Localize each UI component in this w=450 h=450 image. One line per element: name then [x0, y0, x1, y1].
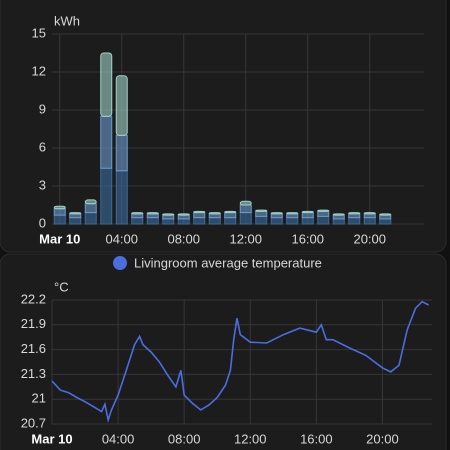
- bar-segment: [115, 170, 128, 225]
- bar-segment: [286, 212, 299, 215]
- bar-segment: [53, 208, 66, 216]
- bar-segment: [146, 213, 159, 219]
- x-tick-label: 04:00: [102, 431, 135, 446]
- bar-segment: [193, 217, 206, 225]
- bar-segment: [379, 214, 392, 220]
- bar-segment: [224, 217, 237, 225]
- legend-label: Livingroom average temperature: [134, 255, 322, 270]
- x-tick-label: 12:00: [229, 231, 262, 246]
- bar-segment: [131, 217, 144, 225]
- y-tick-label: 21.6: [21, 341, 46, 356]
- bar-segment: [286, 213, 299, 219]
- bar-segment: [69, 213, 82, 219]
- bar-segment: [53, 214, 66, 225]
- x-tick-label: 16:00: [291, 231, 324, 246]
- bar-segment: [224, 212, 237, 219]
- bar-segment: [239, 212, 252, 225]
- y-tick-label: 20.7: [21, 415, 46, 430]
- x-tick-label: Mar 10: [39, 231, 80, 246]
- bar-segment: [193, 210, 206, 214]
- bar-segment: [84, 203, 97, 214]
- bar-segment: [332, 214, 345, 220]
- bar-segment: [115, 134, 128, 172]
- bar-segment: [317, 210, 330, 217]
- bar-segment: [301, 217, 314, 225]
- y-tick-label: 6: [39, 139, 46, 154]
- unit-label: °C: [54, 279, 69, 294]
- bar-segment: [379, 218, 392, 225]
- bar-segment: [146, 212, 159, 215]
- x-tick-label: Mar 10: [31, 431, 72, 446]
- y-tick-label: 12: [32, 63, 46, 78]
- bar-segment: [131, 213, 144, 219]
- bar-segment: [317, 209, 330, 212]
- bar-segment: [53, 205, 66, 210]
- y-tick-label: 9: [39, 101, 46, 116]
- bar-segment: [100, 167, 113, 225]
- bar-segment: [162, 213, 175, 216]
- bar-segment: [363, 212, 376, 215]
- bar-segment: [84, 212, 97, 225]
- bar-segment: [224, 210, 237, 214]
- unit-label: kWh: [54, 13, 80, 28]
- bar-segment: [270, 212, 283, 215]
- y-tick-label: 3: [39, 177, 46, 192]
- bar-segment: [270, 213, 283, 219]
- bar-segment: [208, 213, 221, 219]
- bar-segment: [301, 210, 314, 214]
- bar-segment: [348, 212, 361, 215]
- y-tick-label: 21: [32, 391, 46, 406]
- bar-segment: [239, 200, 252, 206]
- y-tick-label: 21.9: [21, 316, 46, 331]
- x-tick-label: 12:00: [234, 431, 267, 446]
- bar-segment: [162, 218, 175, 225]
- bar-segment: [363, 217, 376, 225]
- legend-marker: [113, 256, 127, 270]
- bar-segment: [317, 215, 330, 225]
- y-tick-label: 0: [39, 215, 46, 230]
- bar-segment: [270, 217, 283, 225]
- bar-segment: [69, 212, 82, 215]
- x-tick-label: 20:00: [366, 431, 399, 446]
- bar-segment: [193, 212, 206, 219]
- bar-segment: [100, 52, 113, 117]
- x-tick-label: 16:00: [300, 431, 333, 446]
- y-tick-label: 15: [32, 25, 46, 40]
- bar-segment: [332, 213, 345, 216]
- bar-segment: [131, 212, 144, 215]
- y-tick-label: 21.3: [21, 366, 46, 381]
- bar-segment: [177, 218, 190, 225]
- bar-segment: [255, 209, 268, 212]
- energy-card: [0, 0, 447, 253]
- bar-segment: [177, 214, 190, 220]
- y-tick-label: 22.2: [21, 291, 46, 306]
- bar-segment: [208, 217, 221, 225]
- bar-segment: [332, 218, 345, 225]
- bar-segment: [379, 213, 392, 216]
- bar-segment: [100, 115, 113, 169]
- temperature-card: [0, 253, 447, 450]
- bar-segment: [348, 217, 361, 225]
- x-tick-label: 20:00: [353, 231, 386, 246]
- bar-segment: [239, 204, 252, 214]
- bar-segment: [84, 199, 97, 205]
- bar-segment: [255, 210, 268, 217]
- bar-segment: [348, 213, 361, 219]
- bar-segment: [162, 214, 175, 220]
- bar-segment: [115, 75, 128, 136]
- bar-segment: [255, 215, 268, 225]
- bar-segment: [363, 213, 376, 219]
- bar-segment: [177, 213, 190, 216]
- x-tick-label: 08:00: [167, 231, 200, 246]
- temperature-line: [51, 300, 430, 423]
- bar-segment: [146, 217, 159, 225]
- x-tick-label: 08:00: [168, 431, 201, 446]
- bar-segment: [286, 217, 299, 225]
- x-tick-label: 04:00: [105, 231, 138, 246]
- bar-segment: [69, 217, 82, 225]
- bar-segment: [208, 212, 221, 215]
- bar-segment: [301, 212, 314, 219]
